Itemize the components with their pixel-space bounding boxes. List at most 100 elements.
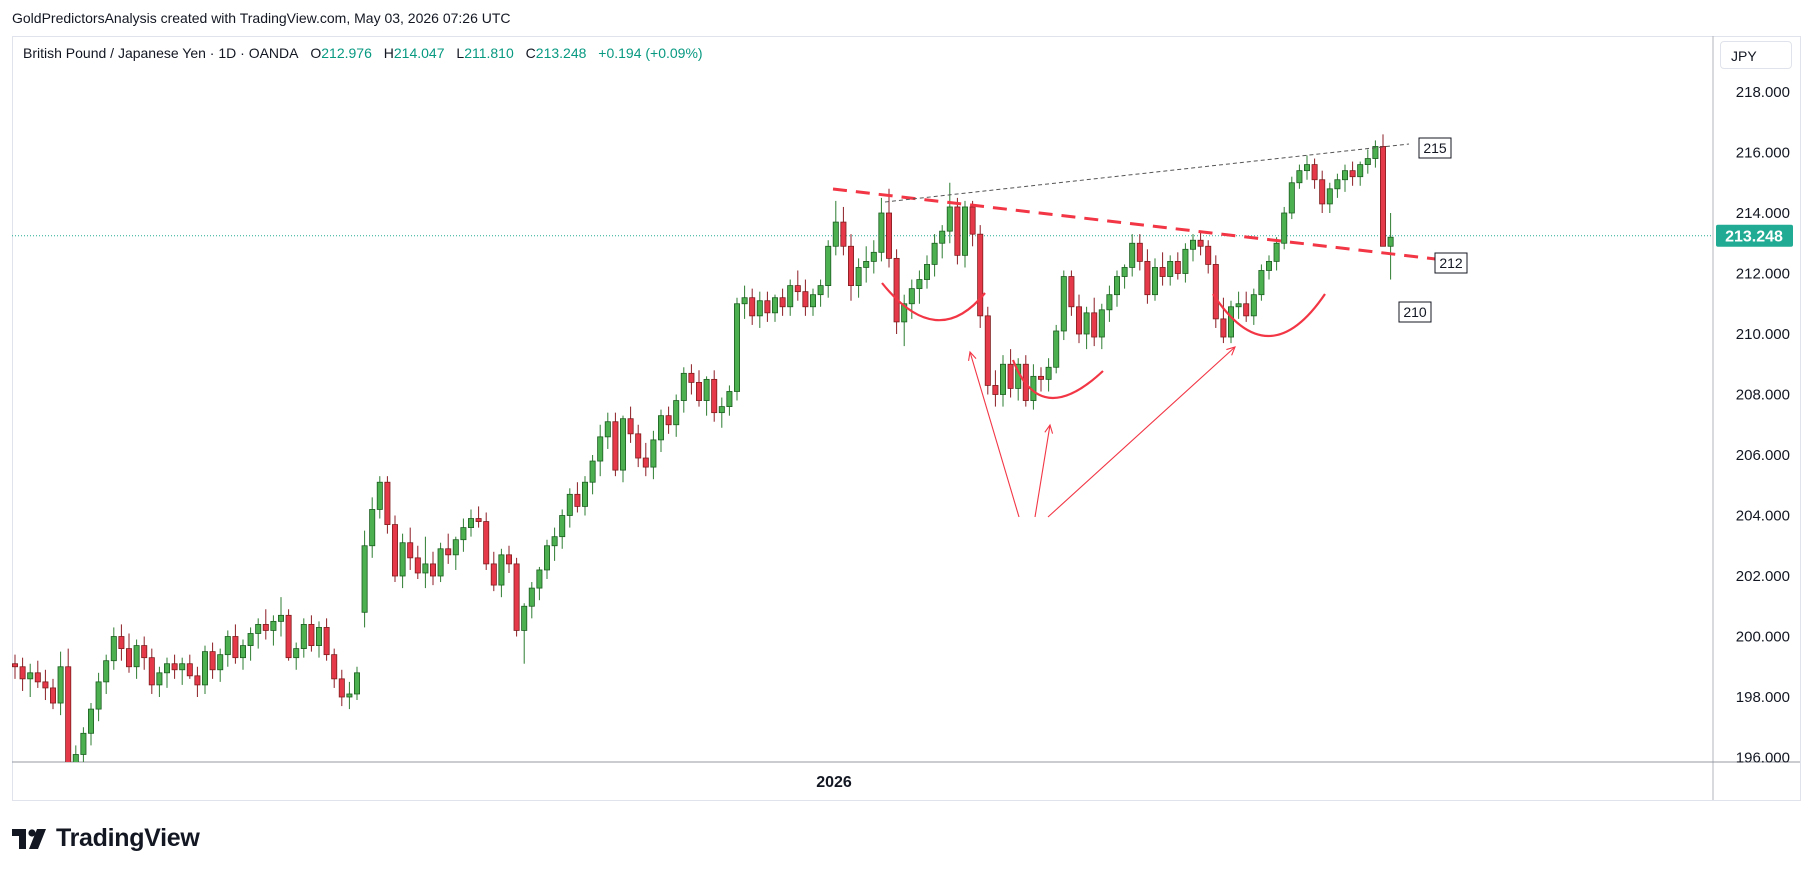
candle-body <box>718 406 725 414</box>
candle-body <box>1098 309 1105 338</box>
candle <box>1159 252 1166 286</box>
candle-body <box>323 627 330 656</box>
candle <box>19 657 26 691</box>
candle-body <box>627 418 634 435</box>
candle <box>369 497 376 558</box>
chart-attribution: GoldPredictorsAnalysis created with Trad… <box>12 10 511 26</box>
candle <box>779 288 786 316</box>
candle <box>1007 349 1014 398</box>
candle-body <box>741 297 748 305</box>
candle-body <box>582 481 589 507</box>
candle <box>1136 234 1143 271</box>
candle-body <box>528 587 535 607</box>
candle <box>787 279 794 316</box>
candle-body <box>490 563 497 586</box>
candle <box>467 509 474 537</box>
candle-body <box>1235 303 1242 308</box>
candle-body <box>346 693 353 698</box>
candle <box>1311 158 1318 189</box>
candle-body <box>239 645 246 659</box>
candle <box>931 234 938 277</box>
candle-body <box>665 415 672 426</box>
candle-body <box>817 285 824 296</box>
candle-body <box>696 381 703 401</box>
candle <box>688 364 695 395</box>
currency-button[interactable]: JPY <box>1720 41 1792 69</box>
candle-body <box>133 645 140 668</box>
candle-body <box>505 554 512 565</box>
candle <box>1326 182 1333 213</box>
candle <box>1296 164 1303 189</box>
candle-body <box>437 548 444 577</box>
candle-body <box>118 636 125 650</box>
tradingview-logo[interactable]: TradingView <box>12 824 200 853</box>
candle <box>741 285 748 319</box>
candle-body <box>589 460 596 483</box>
candle-body <box>1281 212 1288 244</box>
candle <box>12 654 18 679</box>
candle-body <box>376 481 383 510</box>
candle <box>1098 303 1105 350</box>
candle <box>817 279 824 307</box>
candle-body <box>597 436 604 462</box>
candle <box>217 648 224 682</box>
candle-body <box>1060 276 1067 332</box>
candle-body <box>1205 245 1212 265</box>
candle <box>1129 234 1136 277</box>
candle <box>832 200 839 256</box>
candle <box>1220 297 1227 344</box>
candle-body <box>72 754 79 762</box>
candle-body <box>939 230 946 244</box>
y-tick-label: 204.000 <box>1736 508 1790 525</box>
candle-body <box>1364 158 1371 166</box>
candle-body <box>642 457 649 468</box>
candle-body <box>878 212 885 253</box>
candle-body <box>764 300 771 314</box>
candle-body <box>255 624 262 634</box>
symbol-name[interactable]: British Pound / Japanese Yen · 1D · OAND… <box>23 45 299 61</box>
candle-body <box>1144 260 1151 296</box>
candle <box>42 669 49 701</box>
candle <box>490 551 497 592</box>
candle-body <box>559 515 566 538</box>
candles <box>12 134 1394 762</box>
candle-body <box>1220 318 1227 338</box>
candle-body <box>42 681 49 689</box>
candle <box>34 660 41 688</box>
candle-body <box>1288 182 1295 214</box>
candle-body <box>399 542 406 577</box>
candle <box>331 648 338 688</box>
candle <box>1060 270 1067 341</box>
candle-body <box>353 672 360 695</box>
candle-body <box>977 233 984 317</box>
candle-body <box>27 672 34 680</box>
candle <box>232 624 239 664</box>
candle <box>224 630 231 667</box>
candle <box>103 654 110 694</box>
candle <box>452 536 459 570</box>
candle-body <box>452 539 459 556</box>
candle <box>734 297 741 401</box>
candle <box>376 476 383 519</box>
candle <box>437 542 444 583</box>
candle-body <box>270 620 277 631</box>
candle <box>1304 155 1311 180</box>
candle <box>870 240 877 274</box>
candle <box>1083 306 1090 350</box>
close-label: C <box>525 45 536 61</box>
candle <box>414 545 421 580</box>
candle <box>528 582 535 619</box>
candle-body <box>1250 294 1257 317</box>
candle-body <box>1266 260 1273 271</box>
candle-body <box>126 648 133 668</box>
candle <box>1038 367 1045 392</box>
close-value: 213.248 <box>535 45 587 61</box>
candle <box>665 406 672 434</box>
candle <box>505 545 512 573</box>
candle <box>179 657 186 685</box>
candle-body <box>840 221 847 247</box>
candle <box>612 412 619 477</box>
candle <box>772 294 779 322</box>
candle <box>247 627 254 661</box>
